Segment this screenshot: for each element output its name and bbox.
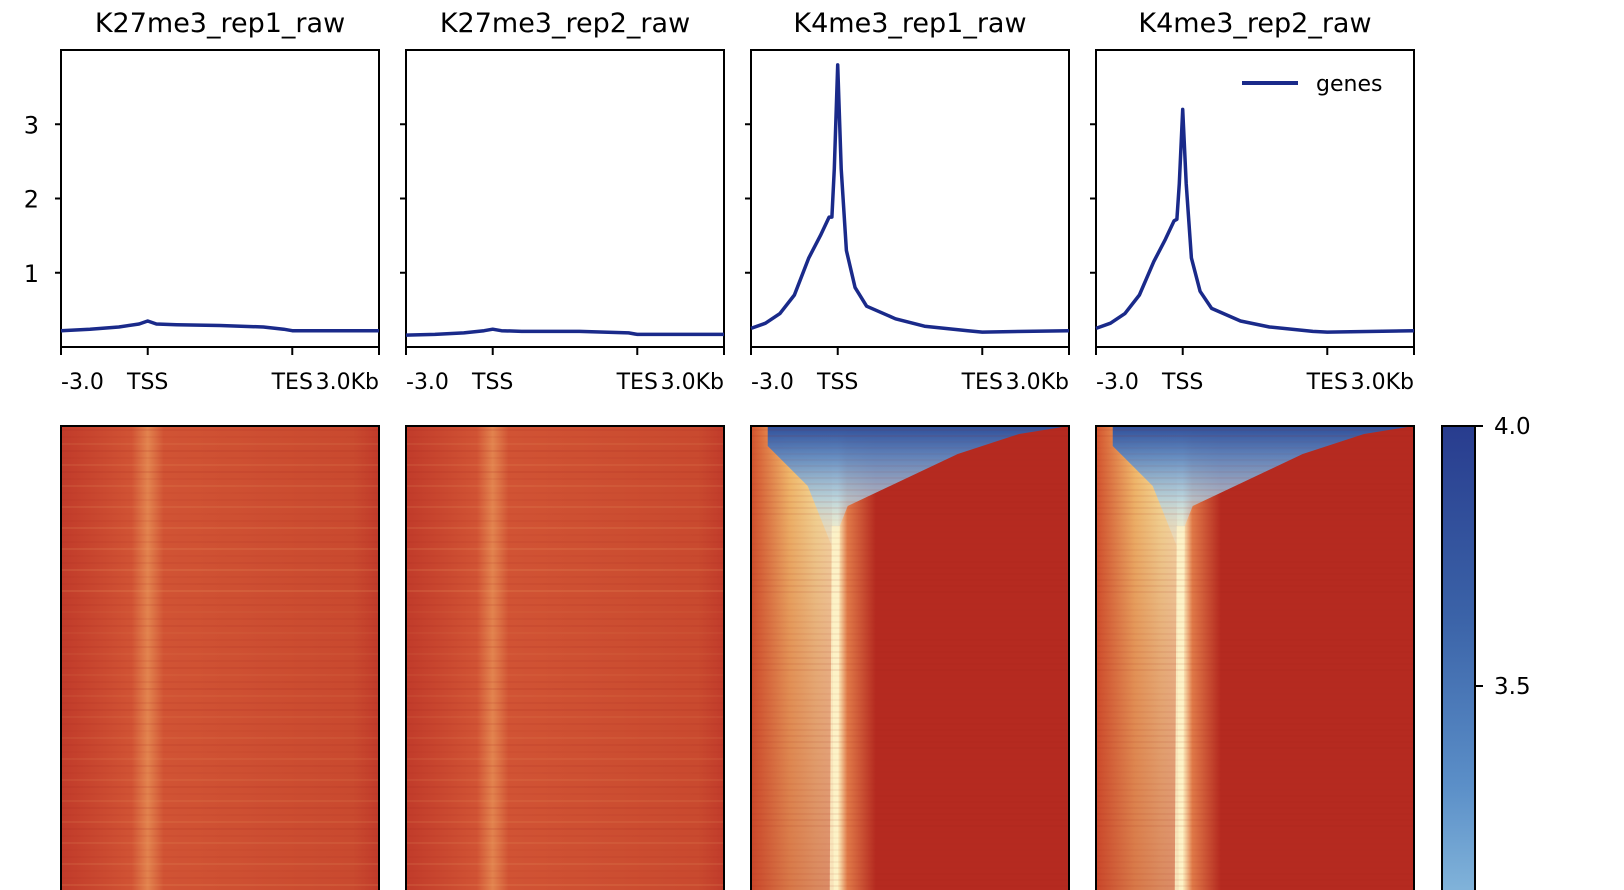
y-tick-label: 3 (24, 111, 39, 139)
x-tick-label: 3.0Kb (1006, 370, 1069, 395)
x-tick-label: TSS (126, 370, 168, 395)
panel-3: K4me3_rep1_raw -3.0 TSS TES 3.0Kb (745, 8, 1070, 890)
panel-1: K27me3_rep1_raw 1 2 3 -3.0 TSS TES 3.0Kb (24, 8, 380, 890)
heatmap-tss-streak (829, 525, 840, 890)
x-tick-label: -3.0 (1096, 370, 1139, 395)
panel-4: K4me3_rep2_raw -3.0 TSS TES 3.0Kb genes (1090, 8, 1415, 890)
x-tick-label: TSS (816, 370, 858, 395)
legend-label: genes (1316, 72, 1382, 97)
heatmap-frame (405, 425, 725, 890)
panel-title: K4me3_rep2_raw (1138, 8, 1371, 39)
heatmap-tss-streak (1174, 525, 1185, 890)
colorbar-tick-label: 4.0 (1494, 414, 1531, 440)
heatmap-fade (1096, 426, 1179, 890)
colorbar-tick-label: 3.5 (1494, 674, 1531, 700)
heatmap (1096, 426, 1414, 890)
panel-title: K27me3_rep1_raw (95, 8, 345, 39)
x-tick-label: -3.0 (751, 370, 794, 395)
x-tick-label: TES (961, 370, 1003, 395)
profile-frame (60, 49, 380, 348)
heatmap-wedge (1112, 426, 1414, 546)
y-tick-label: 2 (24, 186, 39, 214)
x-tick-label: TES (1306, 370, 1348, 395)
profile-frame (405, 49, 725, 348)
profile-line (60, 319, 379, 333)
profile-frame (1095, 49, 1415, 348)
profile-line (1095, 107, 1415, 334)
panel-2: K27me3_rep2_raw -3.0 TSS TES 3.0Kb (400, 8, 725, 890)
colorbar: 4.0 3.5 (1441, 414, 1531, 890)
x-tick-label: -3.0 (406, 370, 449, 395)
x-tick-label: 3.0Kb (316, 370, 379, 395)
profile-frame (750, 49, 1070, 348)
heatmap (751, 426, 1069, 890)
y-tick-label: 1 (24, 260, 39, 288)
heatmap (61, 426, 379, 890)
heatmap-wedge (767, 426, 1069, 546)
x-tick-label: -3.0 (61, 370, 104, 395)
x-tick-label: TES (271, 370, 313, 395)
panel-title: K4me3_rep1_raw (793, 8, 1026, 39)
heatmap-gradient (61, 426, 379, 890)
x-tick-label: 3.0Kb (1351, 370, 1414, 395)
heatmap-gradient (406, 426, 724, 890)
x-tick-label: TES (616, 370, 658, 395)
x-tick-label: 3.0Kb (661, 370, 724, 395)
profile-line (405, 327, 724, 337)
heatmap-frame (1095, 425, 1415, 890)
panel-title: K27me3_rep2_raw (440, 8, 690, 39)
profile-line (750, 63, 1070, 334)
heatmap (406, 426, 724, 890)
heatmap-frame (60, 425, 380, 890)
x-tick-label: TSS (1161, 370, 1203, 395)
heatmap-fade (751, 426, 834, 890)
heatmap-frame (750, 425, 1070, 890)
x-tick-label: TSS (471, 370, 513, 395)
colorbar-bar (1441, 425, 1476, 890)
